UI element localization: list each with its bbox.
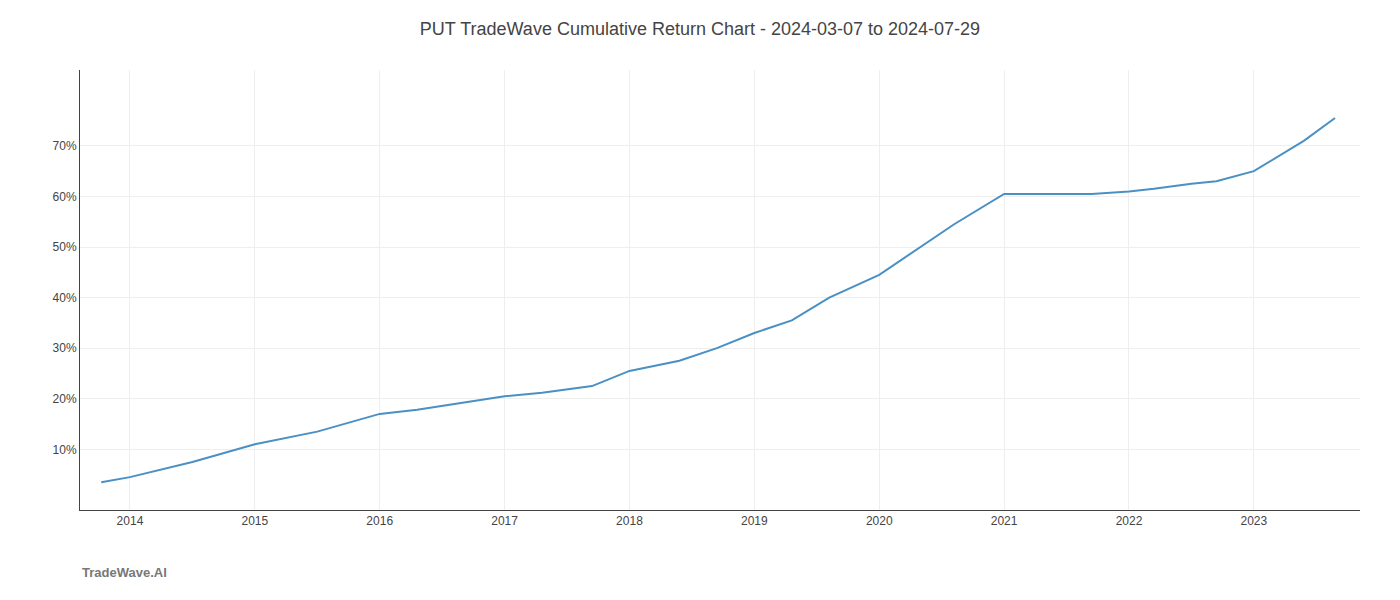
svg-text:2015: 2015 [241, 514, 268, 528]
svg-text:70%: 70% [53, 139, 77, 153]
svg-text:TradeWave.AI: TradeWave.AI [82, 565, 167, 580]
svg-text:2023: 2023 [1240, 514, 1267, 528]
svg-text:30%: 30% [53, 341, 77, 355]
svg-text:2017: 2017 [491, 514, 518, 528]
svg-text:2018: 2018 [616, 514, 643, 528]
svg-text:2014: 2014 [117, 514, 144, 528]
svg-text:60%: 60% [53, 190, 77, 204]
svg-text:40%: 40% [53, 291, 77, 305]
svg-text:2022: 2022 [1116, 514, 1143, 528]
svg-text:20%: 20% [53, 392, 77, 406]
svg-text:2020: 2020 [866, 514, 893, 528]
svg-text:2021: 2021 [991, 514, 1018, 528]
svg-text:PUT TradeWave Cumulative Retur: PUT TradeWave Cumulative Return Chart - … [420, 19, 980, 39]
svg-text:2019: 2019 [741, 514, 768, 528]
svg-text:10%: 10% [53, 443, 77, 457]
svg-text:50%: 50% [53, 240, 77, 254]
svg-text:2016: 2016 [366, 514, 393, 528]
